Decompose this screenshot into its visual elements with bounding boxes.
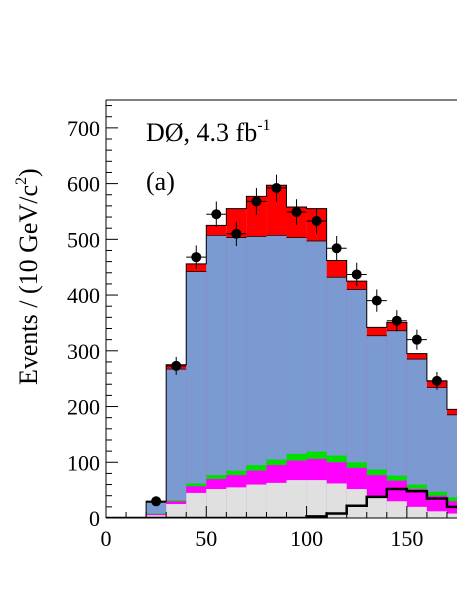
data-point-7 <box>286 199 307 225</box>
bar-lightgray-17 <box>446 513 457 518</box>
data-points <box>146 174 447 507</box>
marker <box>371 295 382 306</box>
data-point-12 <box>386 310 407 332</box>
data-point-13 <box>406 329 427 350</box>
bar-lightgray-12 <box>346 489 367 518</box>
bar-lightgray-8 <box>266 482 287 518</box>
bar-blue-8 <box>266 235 287 518</box>
marker <box>311 215 322 226</box>
bar-lightgray-9 <box>286 480 307 518</box>
marker <box>411 334 422 345</box>
histogram-stack <box>106 184 457 518</box>
bar-blue-4 <box>186 271 207 518</box>
data-point-2 <box>186 245 207 269</box>
bar-lightgray-15 <box>406 506 427 518</box>
bar-lightgray-3 <box>166 504 187 518</box>
marker <box>251 196 262 207</box>
y-tick-label: 300 <box>67 339 100 364</box>
bar-lightgray-5 <box>206 489 227 518</box>
bar-lightgray-14 <box>386 501 407 518</box>
axes <box>105 99 457 519</box>
bar-blue-6 <box>226 237 247 518</box>
data-point-8 <box>306 208 327 234</box>
y-tick-label: 200 <box>67 395 100 420</box>
x-tick-label: 150 <box>390 526 423 551</box>
bar-blue-15 <box>406 359 427 518</box>
data-point-4 <box>226 221 247 247</box>
panel-label: (a) <box>146 167 175 196</box>
bar-blue-12 <box>346 289 367 518</box>
y-tick-label: 100 <box>67 450 100 475</box>
data-point-11 <box>366 289 387 312</box>
bar-lightgray-11 <box>326 483 347 518</box>
bar-blue-10 <box>306 241 327 518</box>
marker <box>431 375 442 386</box>
data-point-10 <box>346 262 367 287</box>
data-point-3 <box>206 201 227 228</box>
y-axis-title: Events / (10 GeV/c2) <box>13 168 43 385</box>
y-tick-label: 400 <box>67 283 100 308</box>
bar-blue-9 <box>286 237 307 518</box>
data-point-0 <box>146 496 167 507</box>
y-tick-label: 0 <box>89 506 100 531</box>
marker <box>231 228 242 239</box>
bar-lightgray-2 <box>146 515 167 518</box>
x-tick-label: 50 <box>195 526 217 551</box>
bar-blue-14 <box>386 330 407 518</box>
marker <box>291 207 302 218</box>
x-tick-label: 100 <box>290 526 323 551</box>
bar-lightgray-4 <box>186 492 207 518</box>
data-point-1 <box>166 356 187 375</box>
y-tick-label: 500 <box>67 227 100 252</box>
bar-lightgray-7 <box>246 484 267 518</box>
marker <box>151 496 162 507</box>
x-tick-label: 0 <box>101 526 112 551</box>
marker <box>271 183 282 194</box>
marker <box>191 252 202 263</box>
marker <box>351 269 362 280</box>
data-point-14 <box>426 371 447 390</box>
bar-blue-16 <box>426 387 447 518</box>
bar-blue-17 <box>446 414 457 518</box>
y-tick-label: 700 <box>67 116 100 141</box>
bar-blue-5 <box>206 235 227 518</box>
marker <box>171 360 182 371</box>
marker <box>211 209 222 220</box>
luminosity-annotation: DØ, 4.3 fb-1 <box>146 117 271 147</box>
marker <box>391 315 402 326</box>
bar-blue-7 <box>246 236 267 518</box>
marker <box>331 243 342 254</box>
bar-magenta-17 <box>446 501 457 518</box>
data-point-9 <box>326 235 347 261</box>
bar-blue-3 <box>166 369 187 518</box>
bar-lightgray-13 <box>366 495 387 518</box>
tick-labels: 0 100 200 300 400 500 600 700 0 50 100 150 <box>67 116 423 551</box>
data-point-6 <box>266 174 287 202</box>
y-tick-label: 600 <box>67 172 100 197</box>
bar-lightgray-16 <box>426 511 447 518</box>
data-point-5 <box>246 188 267 215</box>
bar-lightgray-6 <box>226 487 247 518</box>
bar-lightgray-10 <box>306 480 327 518</box>
